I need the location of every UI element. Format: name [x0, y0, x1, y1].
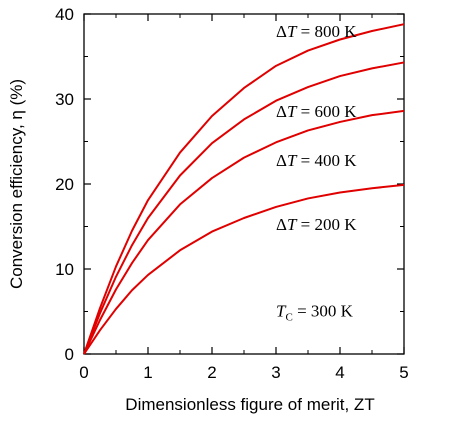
y-tick-label: 30 [55, 90, 74, 109]
series-line [83, 183, 405, 355]
y-axis-label: Conversion efficiency, η (%) [7, 79, 26, 289]
series-line [83, 109, 405, 355]
curve-annotation: ΔT = 400 K [276, 151, 357, 170]
x-axis-label: Dimensionless figure of merit, ZT [125, 395, 374, 414]
curve-annotation: ΔT = 200 K [276, 215, 357, 234]
x-tick-label: 1 [143, 363, 152, 382]
curve-annotation: ΔT = 600 K [276, 102, 357, 121]
x-tick-label: 2 [207, 363, 216, 382]
plot-frame [83, 13, 405, 355]
series-line [83, 23, 405, 355]
series-line [83, 61, 405, 355]
x-tick-label: 5 [399, 363, 408, 382]
y-tick-label: 20 [55, 175, 74, 194]
curve-annotation: TC = 300 K [276, 302, 354, 324]
y-tick-label: 0 [65, 345, 74, 364]
y-tick-label: 10 [55, 260, 74, 279]
y-tick-label: 40 [55, 5, 74, 24]
x-tick-label: 3 [271, 363, 280, 382]
x-tick-label: 0 [79, 363, 88, 382]
x-tick-label: 4 [335, 363, 344, 382]
curve-annotation: ΔT = 800 K [276, 22, 357, 41]
